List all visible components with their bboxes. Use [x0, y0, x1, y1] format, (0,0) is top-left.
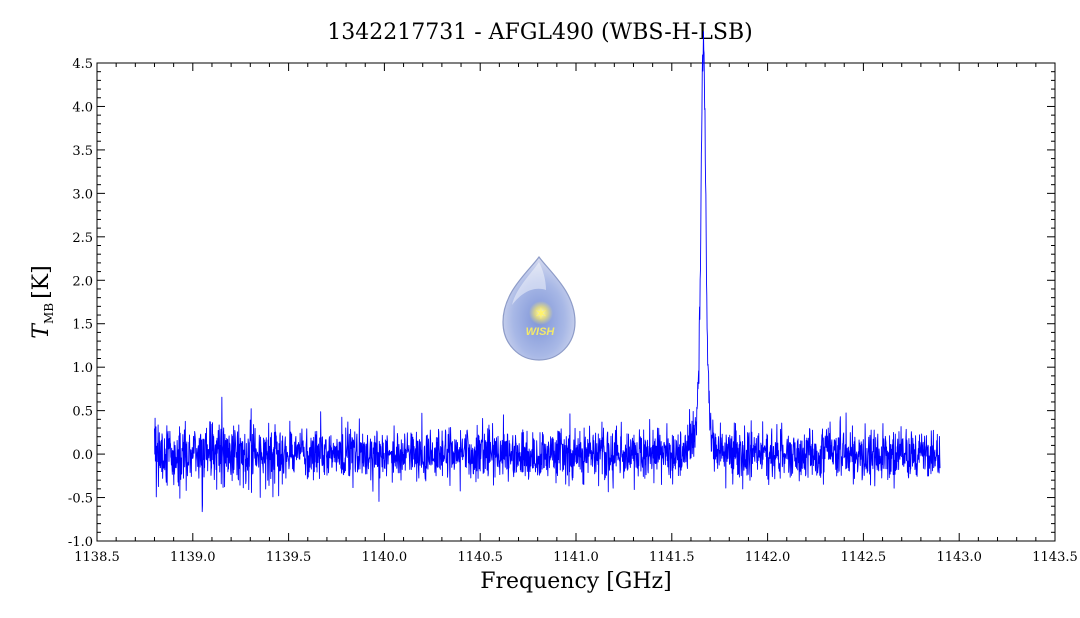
y-tick-label: 4.5: [72, 57, 93, 72]
y-tick-label: 3.5: [72, 144, 93, 159]
x-tick-label: 1139.5: [266, 550, 312, 565]
wish-logo: ✶ WISH: [502, 255, 576, 361]
y-tick-label: 1.5: [72, 318, 93, 333]
y-tick-label: 2.5: [72, 231, 93, 246]
y-axis-label-symbol: T: [29, 322, 54, 339]
star-glow: [529, 301, 553, 325]
x-axis-label: Frequency [GHz]: [480, 569, 672, 594]
chart-title: 1342217731 - AFGL490 (WBS-H-LSB): [327, 20, 752, 45]
y-axis-label-unit: [K]: [29, 265, 54, 299]
star-icon: ✶: [534, 304, 547, 323]
x-tick-label: 1140.0: [362, 550, 408, 565]
y-tick-label: 1.0: [72, 361, 93, 376]
x-tick-label: 1142.0: [745, 550, 791, 565]
y-axis-label: TMB [K]: [29, 265, 56, 338]
x-tick-label: 1143.5: [1032, 550, 1078, 565]
y-tick-label: 4.0: [72, 100, 93, 115]
y-tick-label: 0.5: [72, 405, 93, 420]
x-axis: 1138.5 1139.0 1139.5 1140.0 1140.5 1141.0 1141…: [74, 63, 1078, 565]
y-tick-label: 3.0: [72, 187, 93, 202]
x-tick-label: 1139.0: [170, 550, 216, 565]
x-tick-label: 1143.0: [936, 550, 982, 565]
y-tick-label: 0.0: [72, 448, 93, 463]
x-tick-label: 1141.0: [553, 550, 599, 565]
wish-logo-text: WISH: [526, 326, 556, 338]
plot-frame: [96, 62, 1056, 542]
x-tick-label: 1141.5: [649, 550, 695, 565]
y-axis: -1.0 -0.5 0.0 0.5 1.0 1.5 2.0 2.5 3.0 3.5 4.0 4.5: [68, 57, 1055, 550]
y-axis-label-subscript: MB: [42, 303, 56, 324]
y-tick-label: 2.0: [72, 274, 93, 289]
y-tick-label: -0.5: [68, 492, 93, 507]
y-tick-label: -1.0: [68, 535, 93, 550]
x-tick-label: 1142.5: [841, 550, 887, 565]
x-tick-label: 1140.5: [457, 550, 503, 565]
spectrum-series-line: [154, 31, 941, 513]
x-tick-label: 1138.5: [74, 550, 120, 565]
droplet-highlight: [512, 262, 546, 305]
